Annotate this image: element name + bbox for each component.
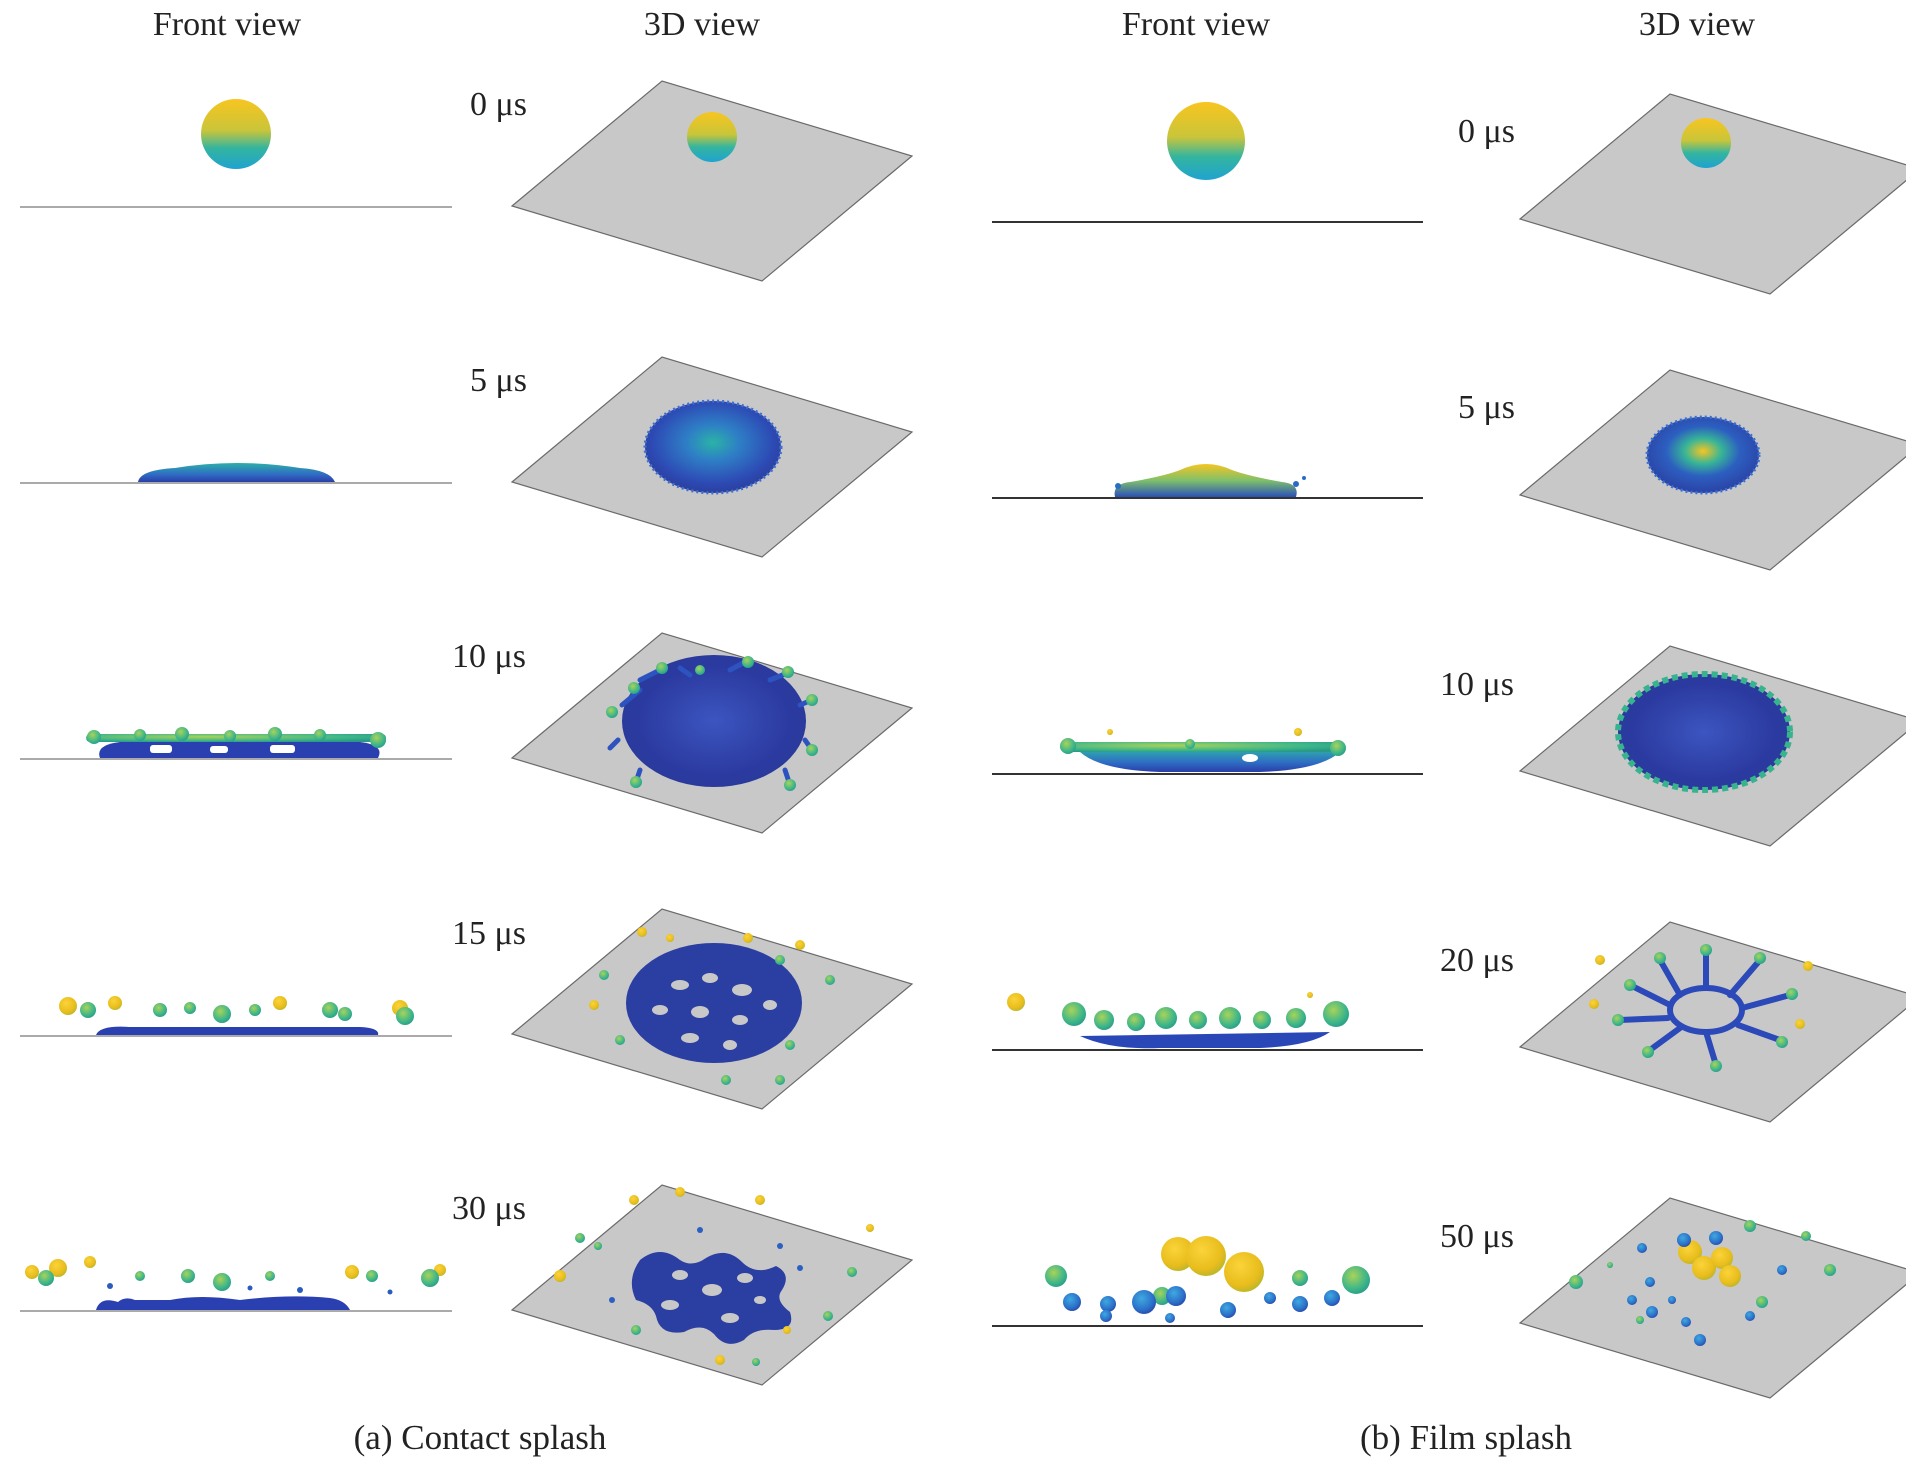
front-a-1 xyxy=(20,463,452,484)
header-front-view-b: Front view xyxy=(1121,6,1271,43)
front-a-0 xyxy=(20,99,452,208)
caption-film-splash: (b) Film splash xyxy=(1360,1418,1572,1457)
front-b-2 xyxy=(992,728,1423,775)
iso-b-0 xyxy=(1519,93,1906,295)
iso-b-2 xyxy=(1519,645,1906,847)
front-b-1 xyxy=(992,464,1423,499)
iso-a-2 xyxy=(511,632,913,834)
time-label-b-4: 50 μs xyxy=(1440,1218,1514,1255)
front-a-2 xyxy=(20,727,452,760)
time-label-b-0: 0 μs xyxy=(1458,113,1515,150)
front-a-3 xyxy=(20,996,452,1037)
time-label-b-2: 10 μs xyxy=(1440,666,1514,703)
time-label-b-3: 20 μs xyxy=(1440,942,1514,979)
iso-a-3 xyxy=(511,908,913,1110)
front-b-0 xyxy=(992,102,1423,223)
front-b-3 xyxy=(992,992,1423,1051)
time-label-b-1: 5 μs xyxy=(1458,389,1515,426)
header-3d-view-b: 3D view xyxy=(1638,6,1756,43)
iso-a-1 xyxy=(511,356,913,558)
time-label-a-0: 0 μs xyxy=(470,86,527,123)
time-label-a-4: 30 μs xyxy=(452,1190,526,1227)
iso-a-0 xyxy=(511,80,913,282)
time-label-a-1: 5 μs xyxy=(470,362,527,399)
iso-b-3 xyxy=(1519,921,1906,1123)
caption-contact-splash: (a) Contact splash xyxy=(353,1418,607,1457)
header-front-view-a: Front view xyxy=(152,6,302,43)
front-a-4 xyxy=(20,1256,452,1312)
header-3d-view-a: 3D view xyxy=(643,6,761,43)
front-b-4 xyxy=(992,1236,1423,1327)
time-label-a-2: 10 μs xyxy=(452,638,526,675)
time-label-a-3: 15 μs xyxy=(452,915,526,952)
iso-b-1 xyxy=(1519,369,1906,571)
iso-a-4 xyxy=(511,1184,913,1386)
iso-b-4 xyxy=(1519,1197,1906,1399)
